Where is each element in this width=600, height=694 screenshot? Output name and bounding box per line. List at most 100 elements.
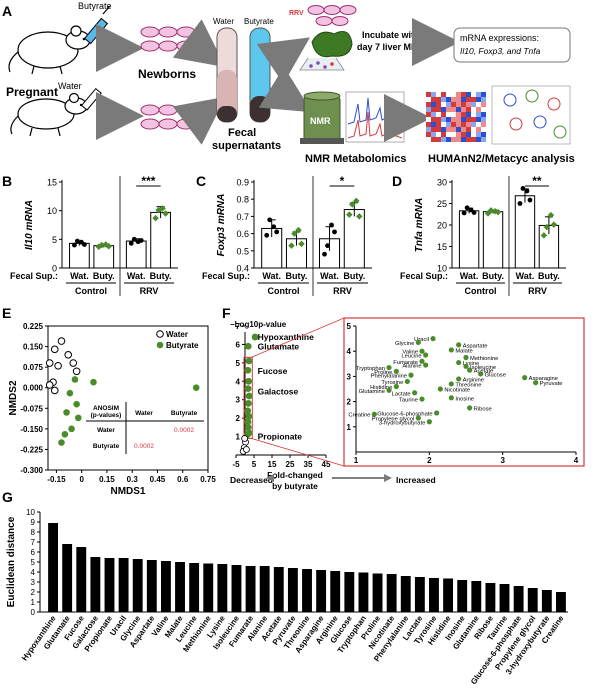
- heatmap-cell: [446, 112, 451, 117]
- heatmap-cell: [451, 97, 456, 102]
- nmr-box-label: NMR: [310, 116, 331, 126]
- heatmap-cell: [436, 127, 441, 132]
- heatmap-cell: [476, 97, 481, 102]
- heatmap-cell: [436, 102, 441, 107]
- inset-point: [423, 352, 429, 358]
- heatmap-cell: [436, 97, 441, 102]
- y-tick-label: 1: [236, 433, 241, 442]
- water-point: [69, 359, 78, 367]
- heatmap-cell: [436, 117, 441, 122]
- heatmap-cell: [476, 137, 481, 142]
- category-label: Buty.: [93, 271, 115, 281]
- heatmap-cell: [461, 122, 466, 127]
- heatmap-cell: [476, 122, 481, 127]
- metabolite-annotation: Glutamate: [258, 341, 300, 351]
- heatmap-cell: [466, 137, 471, 142]
- arrow-icon: [256, 37, 310, 84]
- anosim-pvalue: 0.0002: [174, 427, 194, 434]
- y-tick-label: 5: [52, 235, 57, 245]
- inset-point-label: Threonine: [455, 382, 481, 388]
- bar: [93, 245, 115, 269]
- heatmap-cell: [466, 92, 471, 97]
- category-label: Wat.: [262, 271, 281, 281]
- y-tick-label: 25: [437, 199, 447, 209]
- inset-point-label: Leucine: [401, 353, 421, 359]
- data-point: [82, 242, 87, 247]
- inset-point: [386, 364, 392, 371]
- inset-point-label: Nicotinate: [444, 388, 470, 394]
- inset-point-label: Tryptophan: [356, 366, 385, 372]
- category-label: Wat.: [127, 271, 146, 281]
- y-tick-label: 0.7: [236, 212, 249, 222]
- highlight-box: [243, 356, 253, 439]
- y-axis-label: Tnfa mRNA: [414, 198, 425, 252]
- y-tick-label: 8: [31, 528, 36, 537]
- y-tick-label: 0: [52, 264, 57, 274]
- heatmap-cell: [466, 102, 471, 107]
- heatmap-cell: [426, 92, 431, 97]
- inset-point: [371, 411, 377, 417]
- heatmap-cell: [481, 112, 486, 117]
- inset-point: [467, 405, 473, 411]
- heatmap-cell: [451, 127, 456, 132]
- heatmap-cell: [441, 112, 446, 117]
- group-label: RRV: [528, 286, 547, 296]
- x-tick-label: 5: [252, 460, 257, 469]
- metabolite-annotation: Galactose: [258, 386, 299, 396]
- inset-point-label: Glucose-6-phosphate: [377, 411, 432, 417]
- heatmap-cell: [441, 97, 446, 102]
- heatmap-cell: [471, 92, 476, 97]
- y-tick-label: 10: [47, 206, 57, 216]
- category-label: Buty.: [482, 271, 504, 281]
- inset-point: [419, 348, 425, 354]
- bar: [104, 558, 115, 612]
- pathway-icon: [491, 85, 571, 145]
- bar: [189, 563, 200, 612]
- data-point: [291, 230, 298, 237]
- data-point: [264, 232, 270, 238]
- heatmap-cell: [466, 97, 471, 102]
- legend-butyrate-label: Butyrate: [166, 341, 199, 350]
- arrow-icon: [172, 19, 226, 68]
- y-tick-label: 10: [26, 508, 35, 517]
- x-tick-label: 0.15: [99, 475, 115, 484]
- inset-point-label: Lysine: [463, 361, 480, 367]
- heatmap-cell: [446, 127, 451, 132]
- inset-point-label: Valine: [402, 350, 418, 356]
- bar: [217, 564, 228, 612]
- inset-point-label: Propylene glycol: [372, 416, 415, 422]
- data-point: [353, 197, 360, 205]
- category-label: Buty.: [286, 271, 308, 281]
- metabolite-point: [245, 357, 253, 365]
- heatmap-cell: [476, 127, 481, 132]
- data-point: [346, 211, 353, 218]
- data-point: [131, 236, 137, 242]
- bar: [471, 581, 482, 612]
- inset-point-label: Lactate: [392, 391, 411, 397]
- metabolite-point: [244, 423, 252, 431]
- y-tick-label: 7: [31, 538, 36, 547]
- inset-y-tick-label: 4: [347, 347, 352, 356]
- heatmap-cell: [471, 102, 476, 107]
- heatmap-cell: [471, 117, 476, 122]
- heatmap-cell: [456, 92, 461, 97]
- metabolite-point: [244, 366, 252, 374]
- anosim-header: Butyrate: [171, 410, 198, 417]
- anosim-row-label: Water: [97, 427, 115, 434]
- metabolite-point: [244, 385, 252, 393]
- bar: [443, 578, 454, 612]
- data-point: [543, 223, 551, 231]
- panel-letter: E: [2, 305, 11, 321]
- y-tick-label: 5: [31, 558, 36, 567]
- bar: [48, 523, 58, 612]
- bar: [372, 573, 383, 612]
- y-tick-label: 2: [236, 414, 241, 423]
- panel-a: A Butyrate Water: [2, 1, 575, 165]
- y-tick-label: 4: [31, 568, 36, 577]
- x-axis-label: Fold-changed: [267, 470, 323, 480]
- bar: [118, 558, 129, 612]
- bar: [302, 569, 312, 612]
- virus-pups-icon: [307, 5, 357, 26]
- heatmap-cell: [446, 97, 451, 102]
- heatmap-cell: [451, 107, 456, 112]
